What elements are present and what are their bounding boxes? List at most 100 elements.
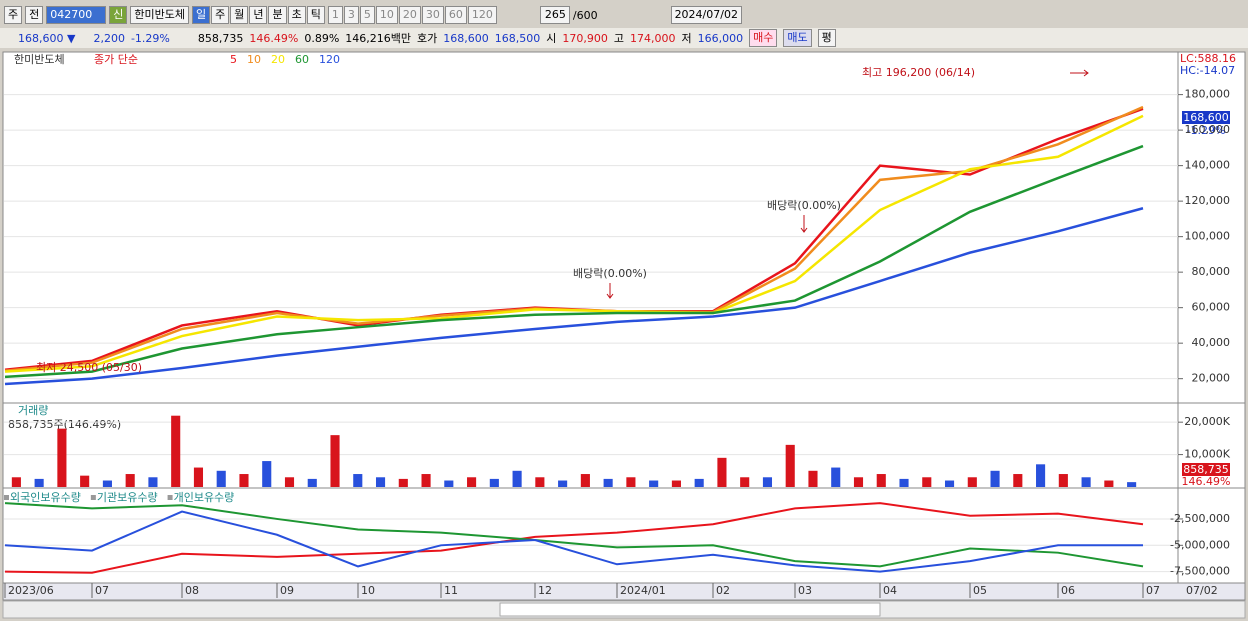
y-tick-label: 120,000 [1185,194,1231,207]
price-chart-title: 한미반도체 [14,53,65,66]
x-tick-label: 03 [798,584,812,597]
y-tick-label: -7,500,000 [1170,565,1230,578]
period-button[interactable]: 틱 [306,6,325,24]
legend-entry: 5 [230,53,237,66]
price: 168,600 ▼ [18,31,76,45]
volume-bar [1013,474,1023,487]
scroll-thumb[interactable] [499,602,881,617]
volume-bar [330,435,340,487]
volume-bar [1127,482,1137,487]
volume-bar [785,444,795,487]
interval-button[interactable]: 5 [359,6,375,24]
count-input[interactable]: 265 [539,6,570,24]
volume-bar [853,477,864,487]
amount: 146,216백만 [345,32,412,45]
annotation: 최고 196,200 (06/14) [862,66,975,79]
volume: 858,735 [197,31,244,45]
series-line [4,144,1144,379]
avg-button[interactable]: 평 [817,29,836,47]
volume-bar [307,478,317,487]
series-line [4,510,1143,573]
turnover: 0.89% [304,31,340,45]
y-tick-label: 20,000K [1184,415,1230,428]
annotation: 최저 24,500 (05/30) [36,361,142,374]
series-line [4,502,1144,568]
volume-title: 거래량 [18,404,48,417]
open: 170,900 [562,31,608,45]
volume-bar [284,477,295,487]
volume-bar [489,478,499,487]
y-tick-label: 10,000K [1184,448,1230,461]
interval-button[interactable]: 10 [375,6,398,24]
x-tick-label: 12 [538,584,552,597]
credit-badge: 신 [109,6,128,24]
cursor-date: 07/02 [1186,584,1218,597]
last-price-box [1182,111,1230,124]
x-tick-label: 02 [716,584,730,597]
prev-button[interactable]: 전 [25,6,44,24]
volume-bar [831,467,841,487]
volume-bar [467,477,477,487]
lc-label: LC:588.16 [1180,52,1236,65]
volume-bar [125,474,135,487]
annotation: 배당락(0.00%) [767,199,841,212]
volume-bar [171,415,181,487]
chart-frame [2,51,1246,601]
high-label: 고 [613,32,625,45]
volume-bar [649,480,659,487]
buy-button[interactable]: 매수 [749,29,778,47]
volume-bar [535,477,545,487]
volume-bar [444,480,454,487]
series-line [4,207,1144,386]
last-change: -1.29% [1187,124,1226,137]
y-tick-label: 140,000 [1185,159,1231,172]
y-tick-label: -5,000,000 [1170,538,1230,551]
volume-bar [899,478,909,487]
low-label: 저 [681,32,692,45]
interval-button[interactable]: 60 [444,6,467,24]
x-axis-band [2,582,1246,601]
volume-bar [808,470,818,487]
interval-button[interactable]: 30 [421,6,444,24]
volume-bar [740,477,750,487]
last-price: 168,600 [1183,111,1229,124]
sell-button[interactable]: 매도 [783,29,812,47]
volume-bar [148,477,158,487]
info-bar: 168,600 ▼ 2,200 -1.29% 858,735 146.49% 0… [0,28,1248,48]
volume-bar [398,478,408,487]
volume-bar [353,474,363,487]
period-button[interactable]: 일 [191,6,211,24]
code-input[interactable]: 042700 [46,6,107,24]
interval-button[interactable]: 3 [343,6,359,24]
volume-bar [193,467,204,487]
volume-bar [671,480,681,487]
x-tick-label: 05 [973,584,987,597]
interval-button[interactable]: 120 [467,6,497,24]
interval-button[interactable]: 1 [327,6,343,24]
x-tick-label: 04 [883,584,897,597]
period-button[interactable]: 초 [287,6,306,24]
period-button[interactable]: 년 [249,6,268,24]
volume-bar [694,478,704,487]
volume-bar [603,478,613,487]
series-line [4,502,1144,574]
y-tick-label: 40,000 [1192,336,1231,349]
legend-entry: 10 [247,53,261,66]
period-button[interactable]: 분 [268,6,287,24]
volume-bar [1104,480,1114,487]
volume-bar [1081,477,1091,487]
volume-subtitle: 858,735주(146.49%) [8,418,121,431]
volume-bar [102,480,112,487]
period-button[interactable]: 월 [230,6,249,24]
hc-label: HC:-14.07 [1180,64,1235,77]
volume-bar [1036,464,1046,487]
annotation: 배당락(0.00%) [573,267,647,280]
interval-button[interactable]: 20 [398,6,421,24]
type-select[interactable]: 주 [4,6,23,24]
date-input[interactable]: 2024/07/02 [670,6,742,24]
period-button[interactable]: 주 [211,6,230,24]
interval-group: 1 3 5 10 20 30 60 120 [327,6,497,24]
